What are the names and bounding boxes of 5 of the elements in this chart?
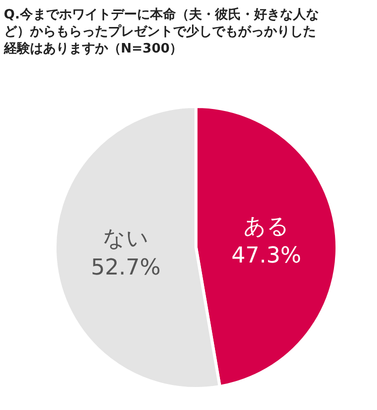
slice-label: ない <box>102 226 149 252</box>
data-label: 47.3% <box>231 243 302 268</box>
data-label: 52.7% <box>90 255 161 280</box>
slice-label: ある <box>243 214 290 240</box>
chart-title: Q.今までホワイトデーに本命（夫・彼氏・好きな人など）からもらったプレゼントで少しでもがっかりした経験はありますか（N=300） <box>2 6 319 56</box>
